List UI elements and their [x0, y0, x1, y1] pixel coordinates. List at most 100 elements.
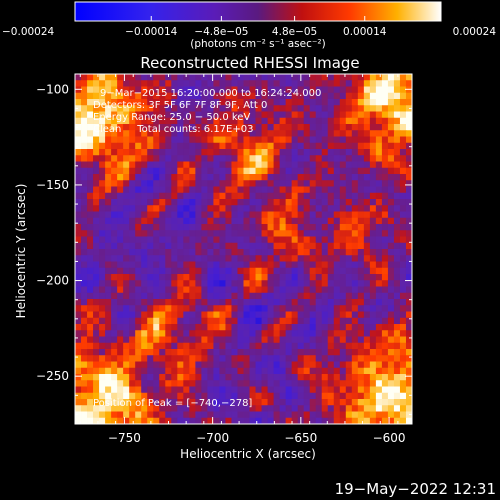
heatmap-cell — [99, 236, 106, 244]
heatmap-cell — [357, 224, 365, 231]
heatmap-cell — [249, 205, 256, 212]
heatmap-cell — [285, 142, 293, 150]
heatmap-cell — [381, 392, 389, 400]
heatmap-cell — [255, 167, 262, 175]
heatmap-cell — [171, 205, 178, 212]
heatmap-cell — [75, 205, 82, 212]
heatmap-cell — [369, 142, 377, 150]
heatmap-cell — [177, 255, 184, 262]
heatmap-cell — [351, 405, 359, 412]
heatmap-cell — [375, 255, 383, 262]
heatmap-cell — [231, 267, 238, 275]
heatmap-cell — [255, 217, 262, 225]
heatmap-cell — [273, 349, 281, 356]
heatmap-cell — [363, 99, 371, 106]
heatmap-cell — [135, 249, 142, 256]
heatmap-cell — [237, 217, 244, 225]
heatmap-cell — [357, 117, 365, 125]
heatmap-cell — [381, 267, 389, 275]
heatmap-cell — [261, 305, 268, 312]
heatmap-cell — [255, 186, 262, 194]
heatmap-cell — [297, 174, 305, 181]
heatmap-cell — [381, 205, 389, 212]
heatmap-cell — [273, 249, 281, 256]
heatmap-cell — [267, 392, 274, 400]
heatmap-cell — [375, 161, 383, 169]
heatmap-cell — [273, 255, 281, 262]
heatmap-cell — [171, 174, 178, 181]
heatmap-cell — [399, 380, 407, 387]
heatmap-cell — [165, 292, 172, 300]
heatmap-cell — [303, 211, 311, 219]
heatmap-cell — [129, 111, 136, 119]
heatmap-cell — [273, 317, 281, 325]
heatmap-cell — [369, 124, 377, 131]
heatmap-cell — [327, 255, 335, 262]
heatmap-cell — [237, 267, 244, 275]
heatmap-cell — [393, 167, 401, 175]
heatmap-cell — [213, 361, 220, 369]
heatmap-cell — [231, 142, 238, 150]
heatmap-cell — [171, 280, 178, 287]
heatmap-cell — [171, 355, 178, 362]
heatmap-cell — [267, 311, 274, 319]
heatmap-cell — [243, 149, 250, 156]
heatmap-cell — [243, 117, 250, 125]
heatmap-cell — [249, 186, 256, 194]
heatmap-cell — [309, 192, 317, 200]
heatmap-cell — [231, 74, 238, 81]
heatmap-cell — [141, 386, 148, 394]
heatmap-cell — [363, 149, 371, 156]
heatmap-cell — [357, 142, 365, 150]
heatmap-cell — [297, 117, 305, 125]
heatmap-cell — [279, 186, 287, 194]
heatmap-cell — [291, 349, 299, 356]
heatmap-cell — [183, 86, 190, 94]
heatmap-cell — [291, 117, 299, 125]
heatmap-cell — [351, 349, 359, 356]
heatmap-cell — [369, 405, 377, 412]
heatmap-cell — [117, 205, 124, 212]
heatmap-cell — [237, 336, 244, 344]
heatmap-cell — [369, 186, 377, 194]
heatmap-cell — [135, 74, 142, 81]
heatmap-cell — [153, 124, 160, 131]
heatmap-cell — [81, 292, 88, 300]
heatmap-cell — [243, 267, 250, 275]
heatmap-cell — [225, 242, 232, 250]
heatmap-cell — [201, 336, 208, 344]
heatmap-cell — [99, 324, 106, 331]
heatmap-cell — [249, 249, 256, 256]
heatmap-cell — [315, 336, 323, 344]
heatmap-cell — [207, 305, 214, 312]
heatmap-cell — [237, 192, 244, 200]
heatmap-cell — [99, 117, 106, 125]
heatmap-cell — [159, 255, 166, 262]
heatmap-cell — [369, 74, 377, 81]
heatmap-cell — [171, 224, 178, 231]
heatmap-cell — [375, 417, 383, 424]
heatmap-cell — [297, 217, 305, 225]
heatmap-cell — [219, 411, 226, 419]
heatmap-cell — [333, 117, 341, 125]
heatmap-cell — [225, 130, 232, 137]
heatmap-cell — [345, 161, 353, 169]
heatmap-cell — [285, 205, 293, 212]
heatmap-cell — [333, 261, 341, 269]
heatmap-cell — [327, 192, 335, 200]
heatmap-cell — [129, 286, 136, 294]
heatmap-cell — [393, 392, 401, 400]
heatmap-cell — [279, 149, 287, 156]
heatmap-cell — [111, 86, 118, 94]
heatmap-cell — [135, 186, 142, 194]
heatmap-cell — [345, 174, 353, 181]
heatmap-cell — [189, 405, 196, 412]
heatmap-cell — [339, 249, 347, 256]
heatmap-cell — [207, 292, 214, 300]
heatmap-cell — [315, 286, 323, 294]
heatmap-cell — [225, 161, 232, 169]
heatmap-cell — [105, 242, 112, 250]
heatmap-cell — [93, 155, 100, 162]
heatmap-cell — [387, 186, 395, 194]
heatmap-cell — [357, 167, 365, 175]
